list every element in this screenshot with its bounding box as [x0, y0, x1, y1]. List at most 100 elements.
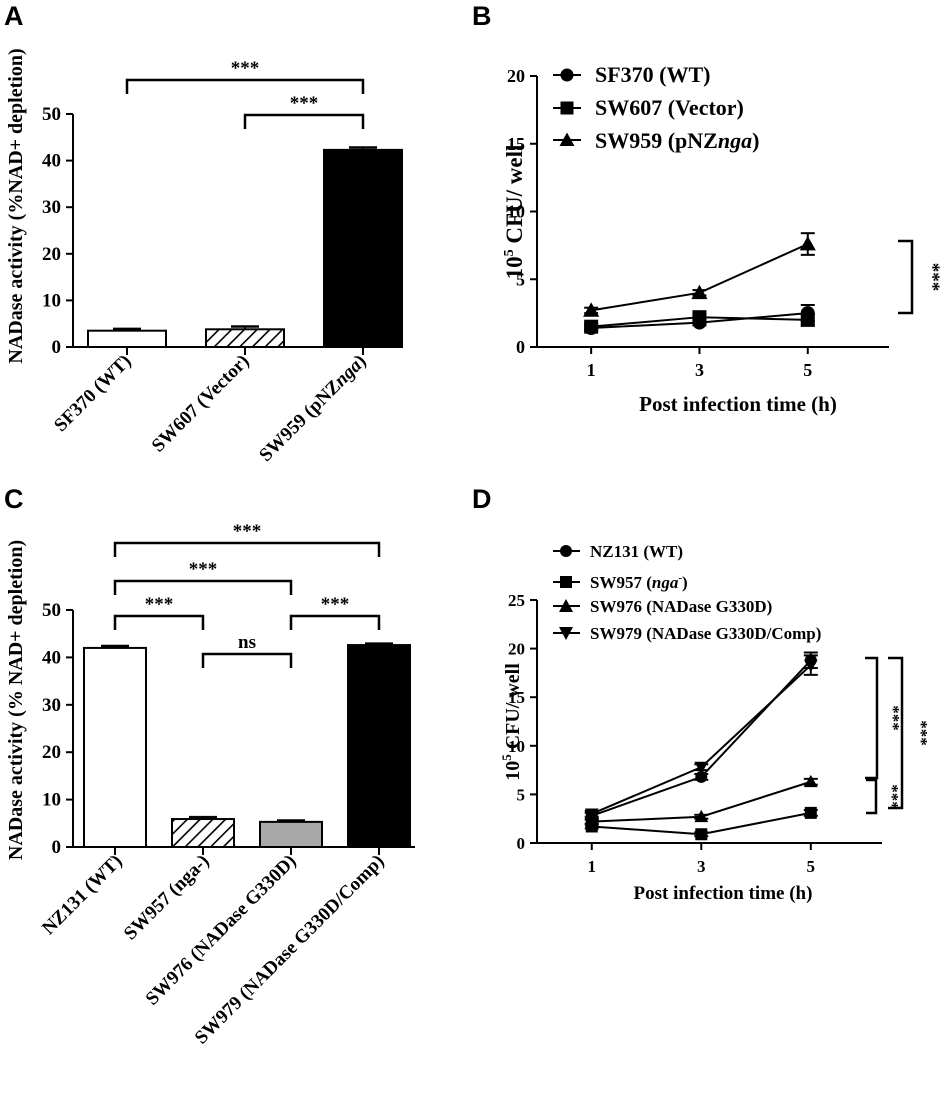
- panel-d-significance: *** *** ***: [865, 656, 931, 815]
- triangle-marker-icon: [559, 132, 575, 146]
- panel-c-y-tick-label: 40: [42, 647, 61, 668]
- significance-label: ***: [912, 720, 931, 746]
- panel-a-y-tick-label: 10: [42, 290, 61, 311]
- x-tick-label: 5: [807, 857, 816, 876]
- significance-label: ***: [189, 559, 218, 580]
- panel-b-significance: ***: [898, 239, 943, 315]
- panel-d-x-axis-label: Post infection time (h): [634, 883, 813, 904]
- triangle-marker: [803, 774, 818, 788]
- x-tick-label: 1: [588, 857, 597, 876]
- significance-bracket: [865, 656, 879, 780]
- significance-bracket: [201, 652, 293, 668]
- panel-b-legend-label: SW607 (Vector): [595, 95, 744, 120]
- panel-c-category-label: NZ131 (WT): [38, 851, 126, 939]
- significance-bracket: [888, 656, 904, 810]
- panel-a-y-tick-label: 0: [52, 337, 62, 358]
- bar: [83, 646, 147, 848]
- triangle-marker: [691, 284, 708, 300]
- bar: [87, 329, 167, 349]
- panel-d-y-tick-label: 15: [508, 688, 525, 707]
- panel-b-y-tick-label: 10: [507, 202, 525, 222]
- triangle-marker-icon: [559, 599, 573, 612]
- panel-b-y-axis-label: 105 CFU/ well: [502, 145, 527, 280]
- significance-label: ***: [321, 594, 350, 615]
- significance-label: ***: [233, 521, 262, 542]
- panel-a-bars: [87, 146, 403, 349]
- series-triangle-down: [584, 654, 818, 821]
- square-marker: [800, 312, 815, 327]
- panel-d-y-tick-label: 0: [517, 834, 526, 853]
- significance-bracket: [113, 614, 205, 630]
- significance-bracket: [113, 541, 381, 557]
- x-tick-label: 1: [587, 360, 596, 380]
- panel-c-y-tick-label: 30: [42, 695, 61, 716]
- x-tick-label: 3: [695, 360, 704, 380]
- panel-a-y-tick-label: 20: [42, 244, 61, 265]
- bar: [205, 328, 285, 348]
- panel-c-category-label: SW957 (nga-): [120, 851, 214, 945]
- bar: [347, 644, 411, 848]
- significance-label: ***: [922, 263, 943, 292]
- panel-d-y-tick-label: 25: [508, 591, 525, 610]
- panel-b-line-chart: 105 CFU/ well Post infection time (h) 0 5…: [502, 62, 943, 416]
- bar: [323, 148, 403, 348]
- x-tick-label: 3: [697, 857, 706, 876]
- panel-c-y-tick-label: 0: [52, 837, 62, 858]
- panel-d-legend-label: SW979 (NADase G330D/Comp): [590, 624, 821, 643]
- series-square: [584, 806, 818, 841]
- significance-label: ***: [884, 705, 903, 731]
- panel-a-y-tick-label: 30: [42, 197, 61, 218]
- significance-label: ***: [883, 784, 902, 810]
- triangle-down-marker: [694, 761, 709, 775]
- panel-a-significance: *** ***: [125, 58, 365, 129]
- square-marker: [804, 806, 817, 819]
- panel-letter-c: C: [4, 484, 24, 514]
- triangle-marker: [694, 809, 709, 823]
- significance-bracket: [898, 239, 914, 315]
- circle-marker-icon: [560, 545, 572, 557]
- panel-a-category-label: SF370 (WT): [50, 351, 135, 436]
- panel-letter-a: A: [4, 1, 24, 31]
- panel-a-category-label: SW959 (pNZnga): [255, 351, 370, 466]
- square-marker: [584, 319, 599, 334]
- square-marker-icon: [560, 101, 574, 115]
- panel-d-legend-label: SW976 (NADase G330D): [590, 597, 772, 616]
- series-circle: [584, 651, 818, 822]
- panel-d-y-tick-label: 5: [517, 785, 526, 804]
- bar: [259, 820, 323, 848]
- panel-c-significance: *** *** *** ns ***: [113, 521, 381, 668]
- panel-d-axes: 0 5 10 15 20 25 1 3 5: [508, 591, 882, 876]
- panel-a-bar-chart: NADase activity (%NAD+ depletion) 0 10 20 3…: [5, 48, 403, 466]
- panel-a-y-axis-label: NADase activity (%NAD+ depletion): [5, 48, 27, 363]
- panel-b-series: [583, 232, 816, 336]
- triangle-marker: [799, 235, 816, 251]
- panel-d-legend: NZ131 (WT) SW957 (nga-) SW976 (NADase G3…: [553, 542, 821, 643]
- series-line: [590, 243, 809, 312]
- panel-letter-d: D: [472, 484, 492, 514]
- panel-b-axes: 0 5 10 15 20 1 3 5: [507, 66, 889, 380]
- significance-bracket: [125, 78, 365, 94]
- panel-d-y-tick-label: 10: [508, 737, 525, 756]
- triangle-marker: [583, 302, 600, 317]
- panel-b-y-tick-label: 15: [507, 134, 525, 154]
- panel-d-series: [584, 651, 818, 841]
- significance-bracket: [289, 614, 381, 630]
- significance-bracket: [113, 579, 293, 595]
- panel-a-y-tick-label: 50: [42, 104, 61, 125]
- panel-d-legend-label: NZ131 (WT): [590, 542, 683, 561]
- panel-b-y-tick-label: 0: [516, 337, 525, 357]
- panel-b-legend-label: SW959 (pNZnga): [595, 128, 759, 153]
- triangle-down-marker: [584, 808, 599, 821]
- panel-b-y-tick-label: 20: [507, 66, 525, 86]
- circle-marker: [695, 770, 708, 783]
- panel-c-category-label: SW976 (NADase G330D): [142, 851, 301, 1010]
- significance-label: ***: [290, 93, 319, 114]
- triangle-marker: [584, 814, 599, 828]
- panel-a-y-tick-label: 40: [42, 151, 61, 172]
- panel-c-y-tick-label: 20: [42, 742, 61, 763]
- circle-marker-icon: [560, 68, 574, 82]
- significance-bracket: [866, 778, 878, 815]
- significance-label: ns: [238, 632, 256, 653]
- panel-c-bar-chart: NADase activity (% NAD+ depletion) 0 10 20…: [5, 521, 415, 1048]
- panel-c-y-axis-label: NADase activity (% NAD+ depletion): [5, 540, 27, 860]
